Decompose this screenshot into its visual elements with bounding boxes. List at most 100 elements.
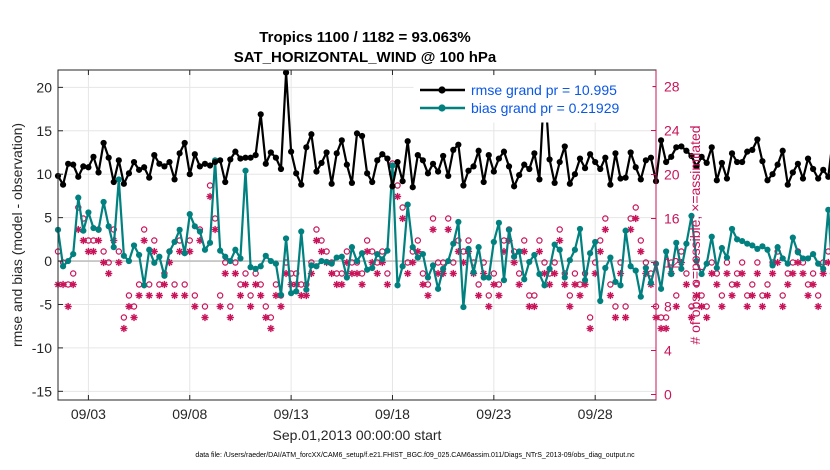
bias-point bbox=[252, 265, 259, 272]
bias-point bbox=[739, 237, 746, 245]
rmse-point bbox=[222, 178, 229, 186]
obs-possible-point bbox=[698, 292, 705, 299]
bias-point bbox=[754, 245, 761, 252]
bias-point bbox=[100, 198, 107, 206]
rmse-point bbox=[728, 150, 736, 157]
bias-point bbox=[450, 240, 457, 247]
obs-possible-point bbox=[576, 281, 584, 288]
rmse-point bbox=[394, 158, 401, 166]
obs-possible-point bbox=[779, 292, 786, 299]
asterisk-stroke bbox=[754, 270, 761, 277]
rmse-point bbox=[495, 155, 502, 162]
y-right-tick-label: 12 bbox=[664, 255, 680, 271]
asterisk-stroke bbox=[171, 292, 178, 299]
rmse-point bbox=[90, 153, 97, 160]
bias-point bbox=[186, 211, 193, 218]
obs-assimilated-point bbox=[333, 280, 341, 289]
asterisk-stroke bbox=[713, 281, 720, 288]
obs-assimilated-point bbox=[515, 280, 523, 289]
rmse-point bbox=[642, 157, 649, 164]
rmse-point bbox=[156, 160, 163, 167]
obs-assimilated-point bbox=[338, 280, 346, 289]
obs-possible-point bbox=[809, 270, 817, 277]
obs-possible-point bbox=[566, 292, 574, 299]
rmse-point bbox=[612, 150, 619, 157]
asterisk-stroke bbox=[789, 270, 796, 277]
asterisk-stroke bbox=[384, 281, 391, 288]
asterisk-stroke bbox=[729, 292, 736, 299]
rmse-point bbox=[59, 181, 67, 188]
rmse-point bbox=[566, 180, 573, 187]
obs-possible-point bbox=[369, 248, 376, 255]
obs-assimilated-point bbox=[145, 291, 153, 300]
bias-point bbox=[429, 262, 437, 269]
bias-point bbox=[749, 242, 756, 249]
asterisk-stroke bbox=[136, 292, 143, 299]
bias-point bbox=[693, 257, 700, 265]
obs-possible-point bbox=[140, 226, 148, 233]
y-right-tick-label: 8 bbox=[664, 299, 672, 315]
y-left-tick-label: 10 bbox=[36, 166, 52, 182]
asterisk-stroke bbox=[749, 292, 756, 299]
rmse-point bbox=[277, 165, 285, 173]
y-axis-right-ticks: 0 4 8 12 16 20 24 28 bbox=[651, 79, 680, 403]
bias-point bbox=[505, 226, 513, 233]
obs-assimilated-point bbox=[804, 291, 812, 300]
asterisk-stroke bbox=[805, 292, 812, 299]
bias-point bbox=[799, 255, 807, 262]
bias-point bbox=[607, 254, 614, 261]
bias-point bbox=[531, 251, 538, 259]
bias-point bbox=[176, 226, 183, 233]
obs-possible-point bbox=[521, 237, 528, 244]
bias-point bbox=[718, 244, 725, 252]
bias-point bbox=[343, 274, 350, 281]
bias-point bbox=[668, 270, 675, 278]
obs-assimilated-point bbox=[140, 236, 148, 245]
obs-possible-point bbox=[678, 248, 685, 255]
bias-point bbox=[141, 282, 148, 289]
rmse-point bbox=[526, 165, 533, 173]
obs-possible-point bbox=[804, 281, 812, 288]
bias-point bbox=[298, 228, 305, 235]
rmse-point bbox=[303, 144, 310, 151]
bias-point bbox=[622, 227, 629, 234]
obs-possible-point bbox=[515, 270, 523, 277]
bias-point bbox=[526, 258, 533, 266]
bias-point bbox=[728, 225, 736, 233]
bias-point bbox=[328, 260, 335, 267]
bias-point bbox=[774, 244, 781, 251]
rmse-point bbox=[668, 153, 675, 160]
bias-point bbox=[521, 276, 528, 283]
bias-point bbox=[571, 246, 579, 253]
rmse-point bbox=[141, 164, 148, 171]
x-tick-label: 09/23 bbox=[476, 406, 511, 422]
obs-possible-point bbox=[754, 259, 761, 266]
rmse-point bbox=[333, 150, 340, 157]
obs-assimilated-point bbox=[687, 313, 696, 322]
bias-point bbox=[389, 162, 396, 169]
obs-possible-point bbox=[602, 215, 609, 222]
data-file-footer: data file: /Users/raeder/DAI/ATM_forcXX/… bbox=[195, 452, 635, 459]
asterisk-stroke bbox=[131, 314, 138, 321]
rmse-point bbox=[186, 171, 193, 178]
asterisk-stroke bbox=[475, 292, 482, 299]
bias-point bbox=[151, 259, 158, 266]
obs-possible-point bbox=[318, 237, 325, 244]
obs-assimilated-point bbox=[353, 269, 361, 278]
obs-possible-point bbox=[90, 237, 97, 244]
asterisk-stroke bbox=[394, 193, 401, 200]
obs-possible-point bbox=[181, 281, 188, 288]
asterisk-stroke bbox=[511, 259, 518, 266]
obs-possible-point bbox=[70, 270, 77, 277]
bias-point bbox=[333, 254, 340, 261]
bias-point bbox=[303, 286, 310, 293]
obs-possible-point bbox=[100, 248, 107, 255]
obs-possible-point bbox=[703, 303, 710, 310]
asterisk-stroke bbox=[587, 325, 594, 332]
rmse-point bbox=[323, 149, 330, 156]
bias-point bbox=[815, 260, 822, 267]
asterisk-stroke bbox=[257, 292, 264, 299]
obs-possible-point bbox=[708, 259, 715, 266]
bias-point bbox=[105, 223, 112, 230]
asterisk-stroke bbox=[419, 281, 426, 288]
